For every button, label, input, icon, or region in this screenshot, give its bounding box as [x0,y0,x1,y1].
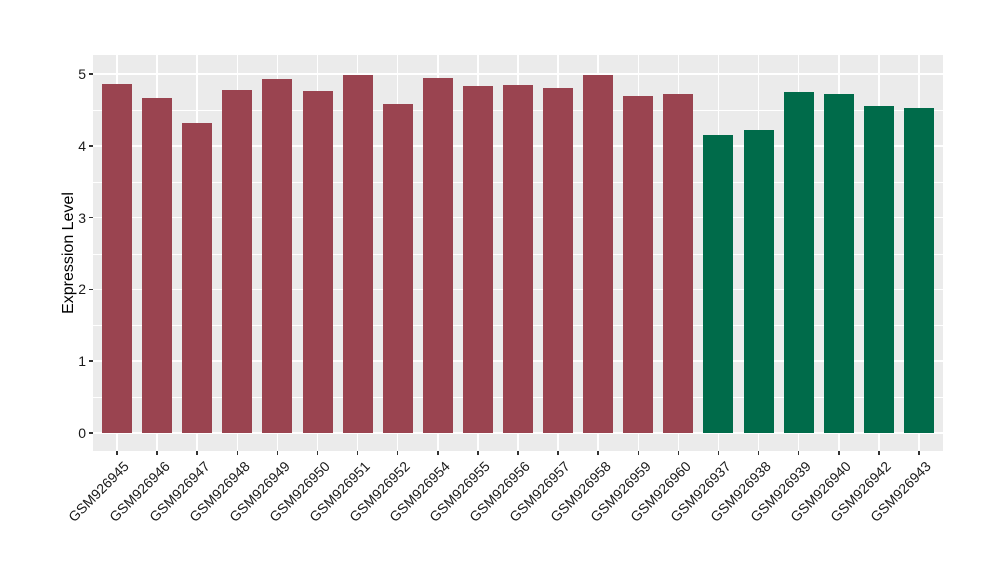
bar [182,122,213,433]
y-tick-label: 3 [78,209,86,226]
x-tick-mark [878,451,880,455]
x-tick-mark [236,451,239,455]
x-tick-mark [918,451,920,455]
bar [422,78,453,433]
bar [783,91,814,433]
bar [583,75,614,433]
y-tick-mark [89,73,93,75]
bar [222,89,253,433]
bar [462,86,493,433]
plot-panel [93,55,943,451]
bar [142,98,173,433]
x-tick-mark [838,451,840,455]
x-tick-mark [356,451,359,455]
bar [663,94,694,433]
x-tick-mark [477,451,479,455]
x-tick-mark [597,451,599,455]
y-tick-mark [89,145,93,147]
bar [543,88,574,433]
bar [382,104,413,433]
x-tick-mark [156,451,158,455]
bar [863,106,894,433]
x-tick-mark [637,451,640,455]
y-tick-label: 2 [78,281,86,298]
y-tick-mark [89,360,93,362]
x-tick-mark [396,451,399,455]
bar [102,84,133,433]
bar [302,91,333,433]
x-tick-mark [196,451,198,455]
y-tick-label: 4 [78,137,86,154]
x-tick-mark [316,451,319,455]
y-tick-mark [89,216,93,219]
y-tick-mark [89,432,93,434]
x-tick-mark [437,451,439,455]
y-tick-label: 5 [78,66,86,82]
bar [342,75,373,433]
x-tick-mark [557,451,559,455]
bar [743,130,774,433]
x-tick-mark [757,451,760,455]
bar [703,135,734,433]
x-tick-mark [517,451,519,455]
y-tick-label: 0 [78,425,86,441]
bar [823,94,854,433]
x-tick-mark [717,451,720,455]
y-axis-title: Expression Level [60,192,77,314]
major-gridline [93,73,943,75]
major-gridline [93,432,943,434]
bar [903,107,934,433]
x-tick-mark [677,451,680,455]
x-tick-mark [116,451,118,455]
y-tick-label: 1 [78,353,86,370]
bar [623,95,654,433]
bar [503,85,533,433]
x-tick-mark [797,451,800,455]
y-tick-mark [89,288,93,291]
bar [262,79,293,433]
x-tick-mark [276,451,279,455]
